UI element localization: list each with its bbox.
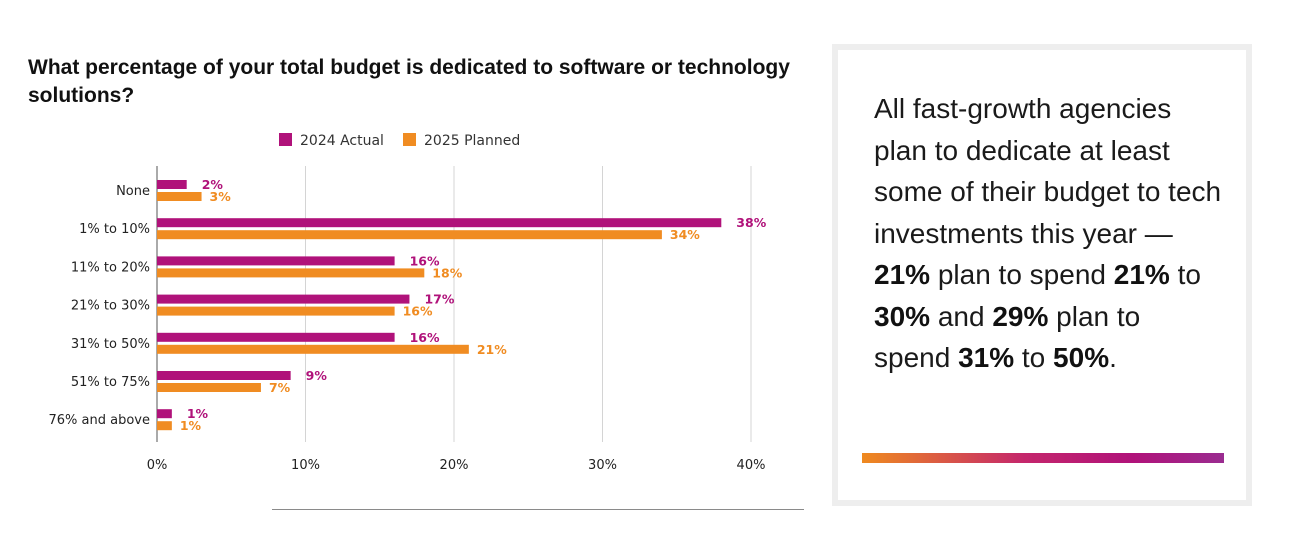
callout-highlight: 21% [874, 259, 931, 290]
bar [157, 268, 425, 278]
category-label: 1% to 10% [79, 222, 150, 237]
bar [157, 192, 202, 201]
callout-segment: to [1014, 342, 1054, 373]
callout-segment: All fast-growth agencies plan to dedicat… [874, 93, 1222, 249]
category-label: 21% to 30% [71, 299, 150, 314]
legend-item: 2024 Actual [279, 133, 384, 149]
data-label: 7% [269, 380, 291, 395]
x-tick-label: 10% [291, 458, 320, 473]
data-label: 21% [477, 342, 507, 357]
category-label: 76% and above [49, 413, 150, 428]
data-label: 16% [410, 330, 440, 345]
bar [157, 371, 291, 380]
callout-highlight: 31% [958, 342, 1015, 373]
callout-segment: plan to spend [930, 259, 1114, 290]
category-label: 11% to 20% [71, 260, 150, 275]
data-label: 1% [180, 418, 202, 433]
data-label: 1% [187, 406, 209, 421]
bar [157, 218, 722, 228]
callout-segment: . [1109, 342, 1117, 373]
data-label: 17% [424, 292, 454, 307]
bar [157, 230, 662, 240]
legend-swatch [279, 133, 292, 146]
data-label: 16% [403, 304, 433, 319]
callout-highlight: 21% [1113, 259, 1170, 290]
bar-chart: 0% 10% 20% 30% 40% 2024 Actual 2025 Planned Non… [49, 133, 767, 473]
callout-highlight: 29% [992, 300, 1049, 332]
callout-segment: plan to spend [874, 300, 1141, 374]
category-label: None [116, 184, 150, 199]
legend-swatch [403, 133, 416, 146]
x-tick-label: 30% [588, 458, 617, 473]
x-tick-label: 0% [147, 458, 168, 473]
bar [157, 383, 261, 392]
data-label: 2% [202, 177, 224, 192]
bar [157, 344, 469, 354]
bar [157, 306, 395, 316]
bar [157, 256, 395, 266]
callout-highlight: 30% [874, 300, 931, 332]
gradient-accent-bar [862, 453, 1224, 463]
data-label: 18% [432, 265, 462, 280]
category-label: 51% to 75% [71, 375, 150, 390]
divider [272, 509, 804, 510]
callout-box: All fast-growth agencies plan to dedicat… [832, 44, 1252, 506]
bar [157, 180, 187, 189]
x-tick-label: 20% [440, 458, 469, 473]
data-label: 3% [210, 189, 232, 204]
x-tick-label: 40% [737, 458, 766, 473]
data-label: 9% [306, 368, 328, 383]
callout-segment: and [930, 300, 993, 332]
bar [157, 332, 395, 342]
bar [157, 409, 172, 419]
callout-segment: to [1169, 259, 1201, 290]
data-label: 34% [670, 227, 700, 242]
callout-text: All fast-growth agencies plan to dedicat… [874, 88, 1224, 379]
data-label: 38% [736, 215, 766, 230]
legend-label: 2024 Actual [300, 133, 384, 149]
category-label: 31% to 50% [71, 337, 150, 352]
chart-title: What percentage of your total budget is … [28, 56, 790, 107]
legend-label: 2025 Planned [424, 133, 520, 149]
data-label: 16% [410, 253, 440, 268]
legend-item: 2025 Planned [403, 133, 520, 149]
callout-highlight: 50% [1053, 342, 1110, 373]
bar [157, 421, 172, 431]
bar [157, 294, 410, 304]
